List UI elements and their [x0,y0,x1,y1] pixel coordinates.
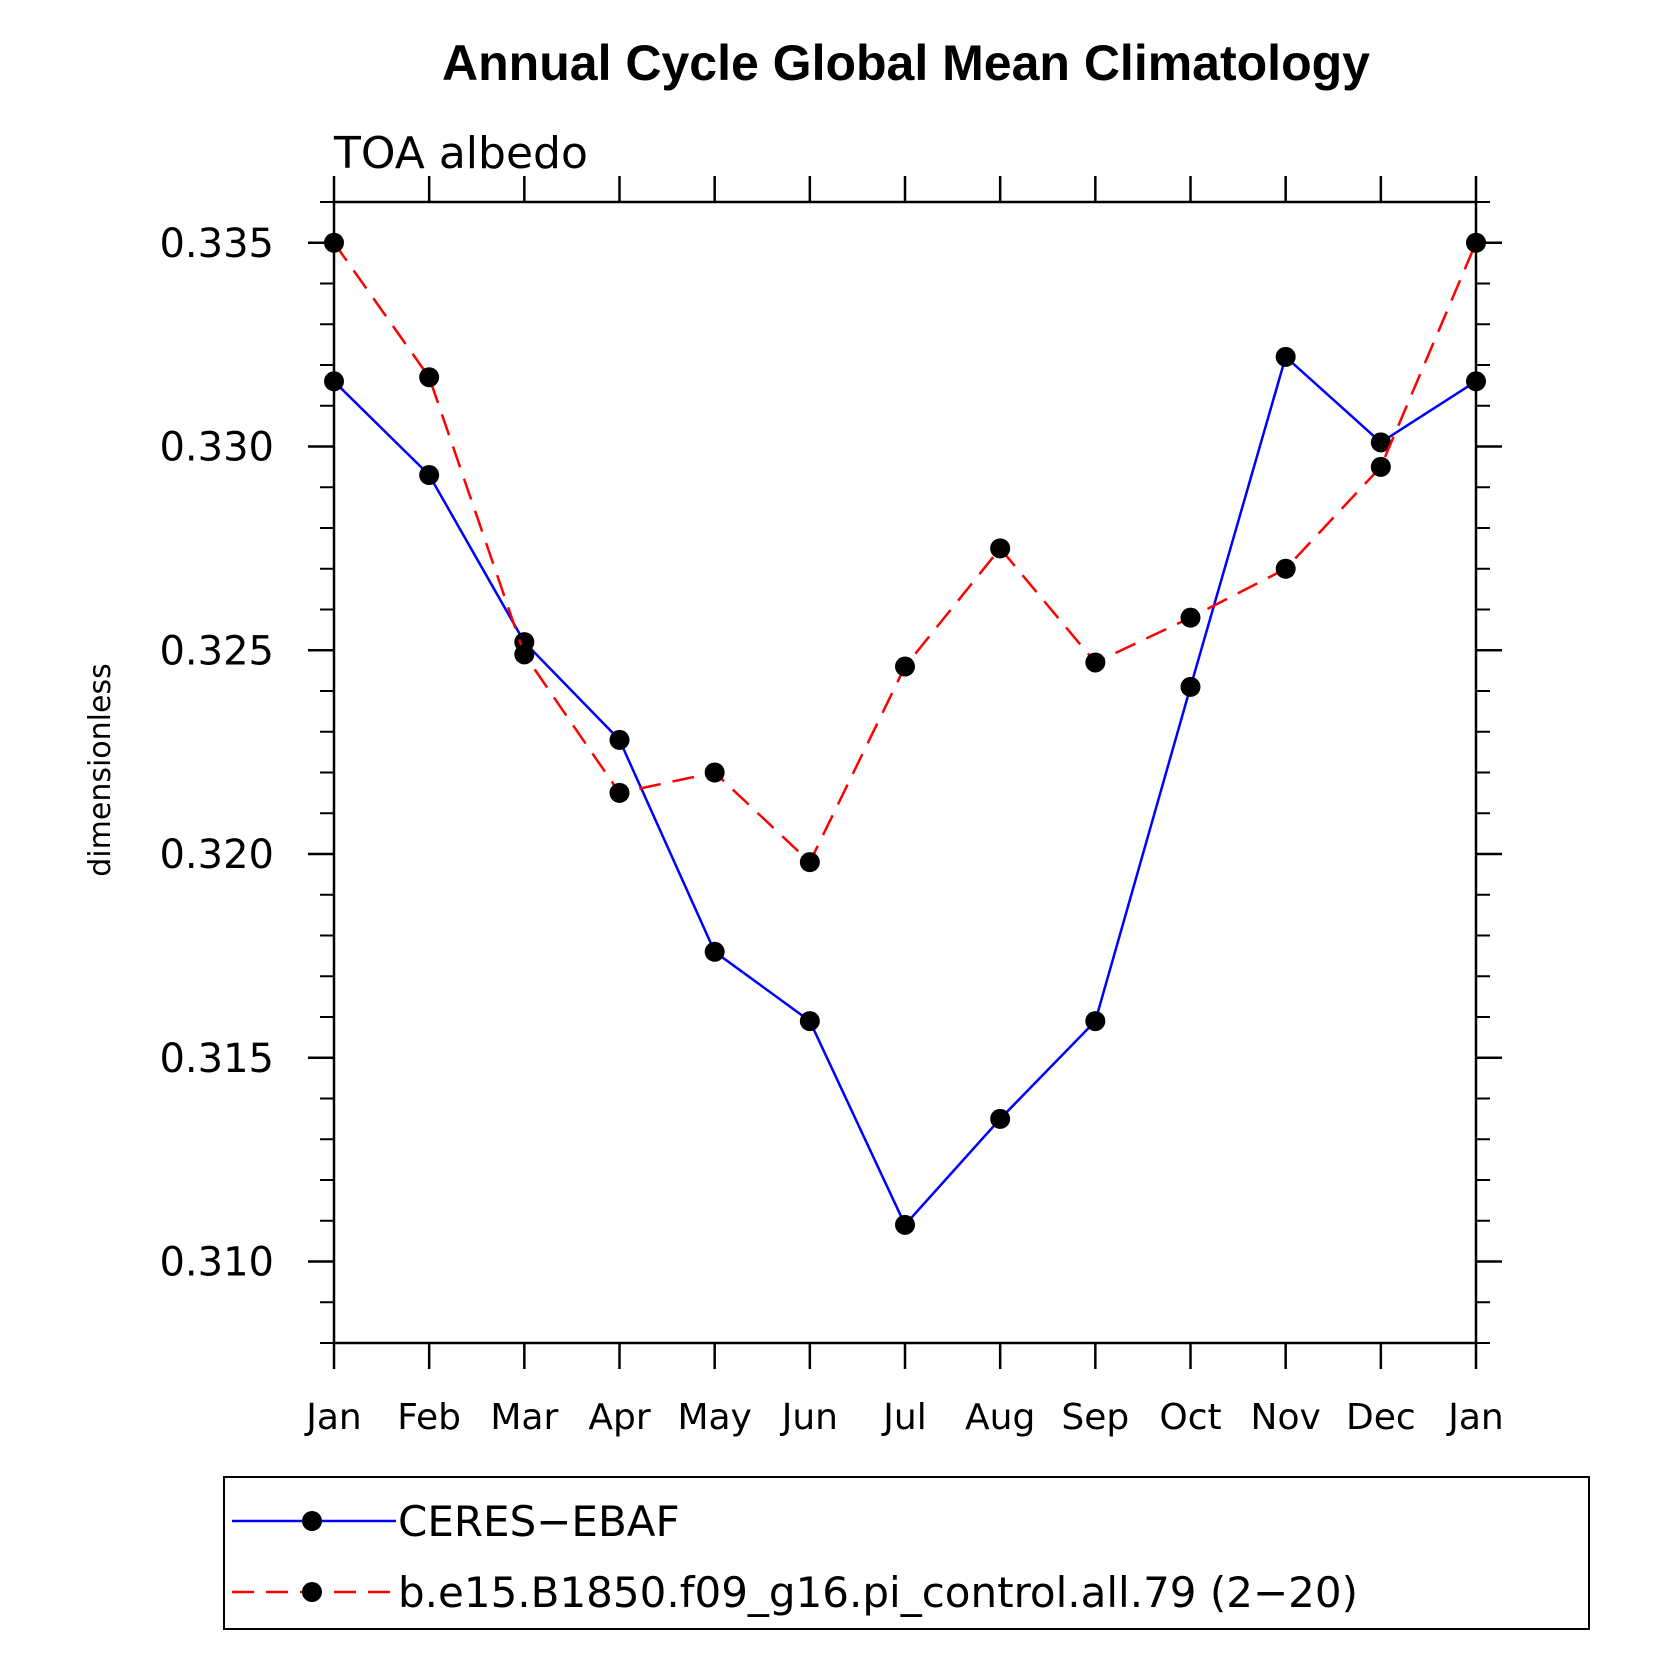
x-tick-label: Jan [304,1397,362,1438]
data-point [895,1214,915,1235]
y-axis-label: dimensionless [83,663,118,876]
data-point [324,371,344,392]
x-tick-label: Jun [780,1397,838,1438]
data-point [799,852,820,873]
data-point [419,367,440,388]
data-point [1085,652,1106,673]
data-point [1180,607,1201,628]
chart-subtitle: TOA albedo [333,128,588,179]
x-tick-label: Feb [397,1397,461,1438]
data-point [1085,1011,1106,1032]
data-point [1466,371,1486,392]
legend-label: CERES−EBAF [398,1497,680,1546]
x-tick-label: Mar [490,1397,558,1438]
x-tick-label: Dec [1346,1397,1416,1438]
x-tick-label: May [677,1397,751,1438]
series-1 [324,346,1486,1235]
data-point [799,1011,820,1032]
x-tick-label: Apr [588,1397,650,1438]
data-point [609,729,630,750]
plot-axes: 0.310 0.315 0.320 0.325 0.330 0.335 Jan Feb Mar A… [159,176,1504,1438]
legend-box [223,1476,1590,1630]
x-tick-label: Jan [1446,1397,1504,1438]
data-point [1275,346,1296,367]
legend-swatch-marker [302,1582,322,1602]
data-point [704,762,725,783]
data-point [609,782,630,803]
y-tick-label: 0.330 [159,425,274,471]
series-layer [324,232,1486,1235]
data-point [324,232,344,253]
data-point [895,656,915,677]
legend: CERES−EBAF b.e15.B1850.f09_g16.pi_control… [223,1476,1590,1630]
data-point [990,538,1011,559]
y-tick-label: 0.325 [159,628,274,674]
y-tick-label: 0.335 [159,221,274,267]
x-tick-label: Aug [965,1397,1035,1438]
x-tick-label: Oct [1159,1397,1221,1438]
legend-swatch-marker [302,1511,322,1531]
data-point [990,1108,1011,1129]
legend-item: CERES−EBAF [232,1497,680,1546]
y-tick-label: 0.310 [159,1240,274,1286]
y-tick-label: 0.315 [159,1036,274,1082]
y-tick-label: 0.320 [159,832,274,878]
data-point [1275,558,1296,579]
legend-item: b.e15.B1850.f09_g16.pi_control.all.79 (2… [232,1568,1358,1617]
legend-label: b.e15.B1850.f09_g16.pi_control.all.79 (2… [398,1568,1358,1617]
data-point [1370,432,1391,453]
series-2 [324,232,1486,873]
data-point [419,465,440,486]
data-point [1370,456,1391,477]
data-point [514,644,535,665]
chart-title: Annual Cycle Global Mean Climatology [442,35,1370,91]
x-tick-label: Jul [881,1397,926,1438]
data-point [1180,676,1201,697]
x-tick-label: Sep [1061,1397,1129,1438]
series-line [333,354,1477,1228]
x-tick-label: Nov [1251,1397,1321,1438]
series-line [332,242,1478,865]
data-point [1466,232,1486,253]
data-point [704,941,725,962]
